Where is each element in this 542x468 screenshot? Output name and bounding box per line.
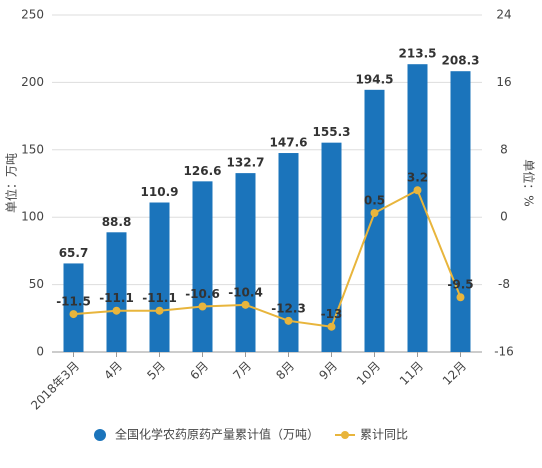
legend-label: 全国化学农药原药产量累计值（万吨） — [115, 427, 319, 442]
bar — [235, 173, 256, 352]
line-point — [456, 293, 465, 302]
bar-value-label: 213.5 — [399, 47, 437, 61]
line-value-label: 3.2 — [407, 171, 428, 185]
bar-value-label: 194.5 — [356, 72, 394, 86]
line — [73, 188, 462, 328]
y2-tick-label: 16 — [496, 75, 511, 89]
y-tick-label: 50 — [29, 277, 44, 291]
y-tick-label: 200 — [21, 75, 44, 89]
line-value-label: -11.5 — [56, 295, 91, 309]
y2-tick-label: 24 — [496, 8, 511, 22]
bar-value-label: 110.9 — [141, 185, 179, 199]
line-value-label: -10.4 — [228, 285, 263, 299]
y-axis-label: 单位：万吨 — [4, 153, 19, 213]
x-tick-label: 5月 — [144, 359, 168, 383]
bar — [278, 153, 299, 352]
y-tick-label: 100 — [21, 210, 44, 224]
x-tick-label: 12月 — [440, 359, 469, 388]
y2-tick-label: -16 — [494, 345, 514, 359]
line-point — [370, 208, 379, 217]
line-point — [69, 310, 78, 319]
y-tick-label: 150 — [21, 142, 44, 156]
bar-value-label: 208.3 — [442, 54, 480, 68]
line-value-label: -11.1 — [142, 291, 177, 305]
line-value-label: -11.1 — [99, 291, 134, 305]
bar — [321, 142, 342, 352]
bar — [63, 263, 84, 352]
y2-tick-label: 0 — [500, 210, 508, 224]
line-point — [198, 302, 207, 311]
line-value-label: 0.5 — [364, 193, 385, 207]
line-point — [327, 322, 336, 331]
bar — [407, 64, 428, 353]
y-tick-label: 250 — [21, 8, 44, 22]
y-tick-label: 0 — [36, 345, 44, 359]
bar — [364, 89, 385, 353]
x-tick-label: 9月 — [316, 359, 340, 383]
line-point — [413, 186, 422, 195]
bar — [192, 181, 213, 352]
x-tick-label: 2018年3月 — [28, 359, 82, 413]
bar-value-label: 88.8 — [102, 215, 132, 229]
bar — [106, 232, 127, 352]
legend-label: 累计同比 — [360, 428, 408, 442]
x-tick-label: 7月 — [230, 359, 254, 383]
y2-axis-label: 单位：% — [522, 159, 537, 206]
y2-tick-label: -8 — [498, 277, 510, 291]
x-tick-label: 11月 — [397, 359, 426, 388]
x-tick-label: 10月 — [354, 359, 383, 388]
legend-marker — [94, 429, 106, 441]
line-point — [155, 306, 164, 315]
line-point — [284, 316, 293, 325]
bar-value-label: 147.6 — [270, 136, 308, 150]
bar-value-label: 132.7 — [227, 156, 265, 170]
line-point — [241, 300, 250, 309]
y2-tick-label: 8 — [500, 142, 508, 156]
x-tick-label: 8月 — [273, 359, 297, 383]
bar — [450, 71, 471, 352]
bar-value-label: 155.3 — [313, 125, 351, 139]
line-value-label: -10.6 — [185, 287, 220, 301]
legend-marker — [341, 431, 349, 439]
line-value-label: -13 — [321, 307, 343, 321]
line-value-label: -12.3 — [271, 301, 306, 315]
line-point — [112, 306, 121, 315]
x-tick-label: 4月 — [101, 359, 125, 383]
bar-value-label: 65.7 — [59, 246, 89, 260]
bar-value-label: 126.6 — [184, 164, 222, 178]
x-tick-label: 6月 — [187, 359, 211, 383]
bar — [149, 202, 170, 352]
line-value-label: -9.5 — [447, 278, 473, 292]
